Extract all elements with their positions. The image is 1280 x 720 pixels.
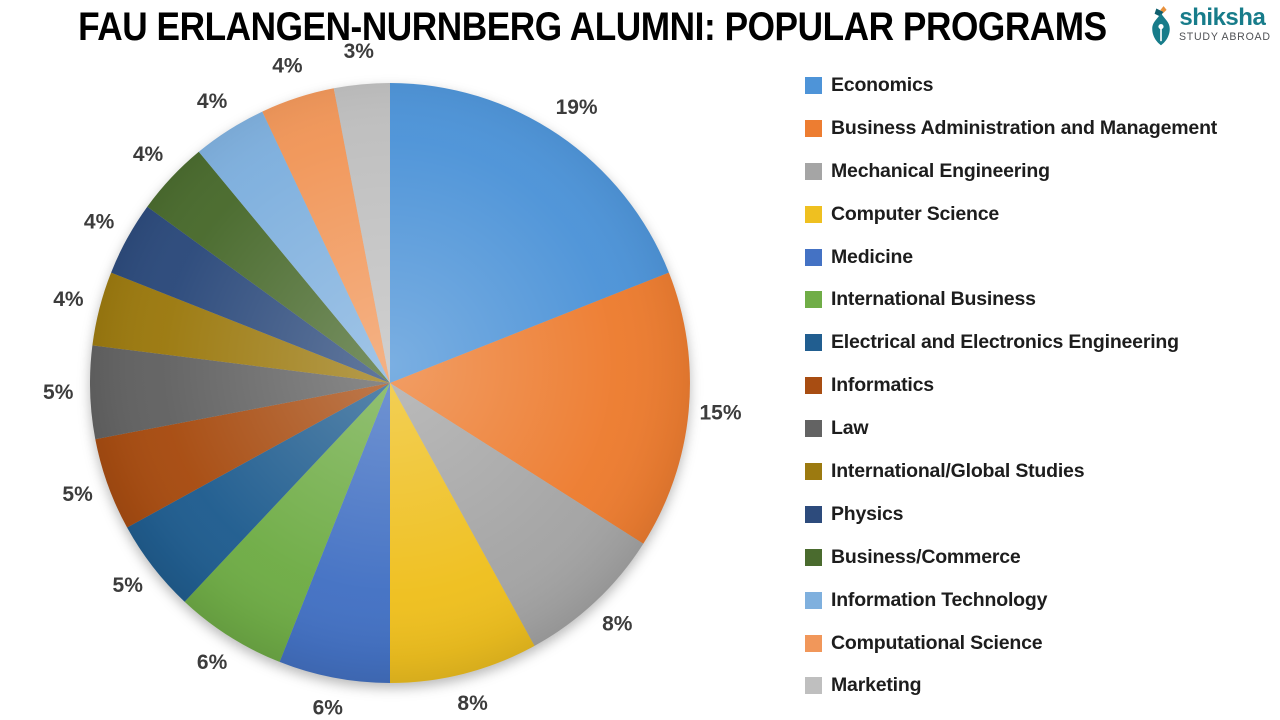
legend-item-economics: Economics	[805, 64, 1217, 107]
legend-item-physics: Physics	[805, 493, 1217, 536]
legend-item-international-business: International Business	[805, 278, 1217, 321]
legend-label-physics: Physics	[831, 502, 904, 525]
pie-shading-overlay	[90, 83, 690, 683]
brand-name: shiksha	[1179, 4, 1266, 31]
legend-swatch-marketing	[805, 677, 822, 695]
legend-swatch-law	[805, 420, 822, 438]
page-title-text: FAU ERLANGEN-NURNBERG ALUMNI: POPULAR PR…	[78, 5, 1107, 49]
legend-item-computer-science: Computer Science	[805, 193, 1217, 236]
page-title: FAU ERLANGEN-NURNBERG ALUMNI: POPULAR PR…	[0, 5, 1185, 50]
pie-label-business-administration-and-management: 15%	[699, 402, 741, 425]
legend-swatch-international-business	[805, 291, 822, 309]
legend-swatch-medicine	[805, 248, 822, 266]
pie-label-computational-science: 4%	[272, 55, 303, 78]
pie-label-marketing: 3%	[344, 40, 375, 63]
legend-label-mechanical-engineering: Mechanical Engineering	[831, 159, 1050, 182]
legend-item-mechanical-engineering: Mechanical Engineering	[805, 150, 1217, 193]
pie-label-medicine: 6%	[313, 697, 344, 720]
pie-label-electrical-and-electronics-engineering: 5%	[113, 574, 144, 597]
legend-swatch-computational-science	[805, 634, 822, 652]
chart-legend: Economics Business Administration and Man…	[805, 64, 1217, 707]
legend-label-electrical-and-electronics-engineering: Electrical and Electronics Engineering	[831, 331, 1179, 354]
pie-label-international-global-studies: 4%	[53, 288, 84, 311]
pen-nib-icon	[1147, 6, 1175, 51]
brand-tagline: STUDY ABROAD	[1179, 31, 1272, 43]
pie-label-computer-science: 8%	[457, 692, 488, 715]
legend-item-computational-science: Computational Science	[805, 622, 1217, 665]
legend-swatch-international-global-studies	[805, 462, 822, 480]
legend-label-information-technology: Information Technology	[831, 588, 1048, 611]
legend-item-international-global-studies: International/Global Studies	[805, 450, 1217, 493]
legend-swatch-business-commerce	[805, 548, 822, 566]
legend-label-business-administration-and-management: Business Administration and Management	[831, 116, 1218, 139]
pie-chart: 19% 15% 8% 8% 6% 6% 5% 5% 5% 4% 4% 4% 4% 4% 3%	[43, 40, 742, 720]
legend-swatch-information-technology	[805, 591, 822, 609]
pie-data-labels: 19% 15% 8% 8% 6% 6% 5% 5% 5% 4% 4% 4% 4% 4% 3%	[43, 40, 742, 720]
pie-label-information-technology: 4%	[197, 90, 228, 113]
legend-swatch-mechanical-engineering	[805, 162, 822, 180]
legend-item-law: Law	[805, 407, 1217, 450]
legend-item-informatics: Informatics	[805, 364, 1217, 407]
legend-label-economics: Economics	[831, 73, 934, 96]
legend-label-business-commerce: Business/Commerce	[831, 545, 1021, 568]
legend-label-marketing: Marketing	[831, 674, 922, 697]
pie-label-business-commerce: 4%	[133, 143, 164, 166]
legend-label-informatics: Informatics	[831, 374, 934, 397]
pie-label-physics: 4%	[84, 211, 115, 234]
legend-label-international-business: International Business	[831, 288, 1036, 311]
legend-label-law: Law	[831, 417, 869, 440]
legend-label-medicine: Medicine	[831, 245, 913, 268]
legend-item-medicine: Medicine	[805, 236, 1217, 279]
legend-label-computer-science: Computer Science	[831, 202, 1000, 225]
legend-swatch-computer-science	[805, 205, 822, 223]
pie-label-international-business: 6%	[197, 651, 228, 674]
legend-swatch-economics	[805, 76, 822, 94]
legend-item-business-commerce: Business/Commerce	[805, 536, 1217, 579]
legend-item-marketing: Marketing	[805, 664, 1217, 707]
legend-label-international-global-studies: International/Global Studies	[831, 459, 1085, 482]
shiksha-logo: shiksha STUDY ABROAD	[1147, 6, 1275, 51]
legend-item-electrical-and-electronics-engineering: Electrical and Electronics Engineering	[805, 321, 1217, 364]
logo-text: shiksha STUDY ABROAD	[1179, 6, 1275, 43]
pie-label-economics: 19%	[556, 96, 598, 119]
legend-label-computational-science: Computational Science	[831, 631, 1043, 654]
legend-swatch-electrical-and-electronics-engineering	[805, 334, 822, 352]
legend-item-business-administration-and-management: Business Administration and Management	[805, 107, 1217, 150]
legend-swatch-informatics	[805, 377, 822, 395]
legend-swatch-business-administration-and-management	[805, 119, 822, 137]
legend-item-information-technology: Information Technology	[805, 579, 1217, 622]
pie-label-informatics: 5%	[62, 483, 93, 506]
pie-label-law: 5%	[43, 381, 74, 404]
pie-label-mechanical-engineering: 8%	[602, 613, 633, 636]
legend-swatch-physics	[805, 505, 822, 523]
